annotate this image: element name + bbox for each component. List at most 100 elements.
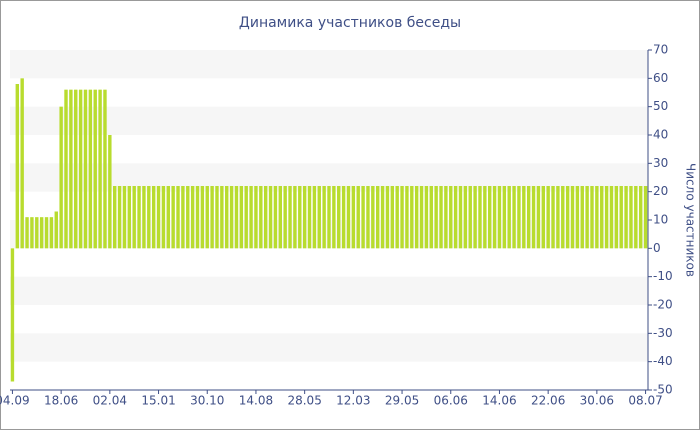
x-tick-label: 06.06: [434, 394, 468, 408]
bar: [74, 89, 78, 249]
bar: [405, 186, 409, 249]
y-tick-label: 70: [653, 43, 668, 57]
bar: [517, 186, 521, 249]
bar: [200, 186, 205, 249]
y-tick-label: 20: [653, 184, 668, 198]
bar: [273, 186, 278, 249]
bar: [302, 186, 307, 249]
bar: [458, 186, 463, 249]
bar: [327, 186, 331, 249]
bar: [166, 186, 170, 249]
bar: [25, 217, 29, 249]
bar: [268, 186, 273, 249]
bar: [585, 186, 589, 249]
bar: [565, 186, 570, 249]
bar: [263, 186, 268, 249]
bar: [205, 186, 209, 249]
bar: [561, 186, 565, 249]
x-tick-label: 30.10: [190, 394, 224, 408]
bar: [44, 217, 49, 249]
x-tick-label: 29.05: [385, 394, 419, 408]
bar: [341, 186, 346, 249]
bar: [468, 186, 472, 249]
bar: [229, 186, 234, 249]
bar: [244, 186, 248, 249]
bar: [380, 186, 385, 249]
bar: [488, 186, 492, 249]
bar: [98, 89, 102, 249]
bar: [346, 186, 351, 249]
bar: [512, 186, 516, 249]
bar: [103, 89, 107, 249]
bar: [186, 186, 190, 249]
x-tick-label: 04.09: [0, 394, 30, 408]
bar: [113, 186, 117, 249]
bar: [332, 186, 336, 249]
grid-band: [10, 333, 648, 362]
bar: [59, 106, 63, 249]
bar: [507, 186, 511, 249]
bar: [259, 186, 263, 249]
x-tick-label: 28.05: [287, 394, 321, 408]
bar: [531, 186, 536, 249]
y-tick-label: 60: [653, 71, 668, 85]
bar: [108, 135, 112, 249]
bar: [54, 211, 58, 249]
bar: [161, 186, 166, 249]
bar: [453, 186, 458, 249]
bar: [414, 186, 419, 249]
bar: [283, 186, 287, 249]
bar: [580, 186, 584, 249]
bar: [410, 186, 414, 249]
grid-band: [10, 50, 648, 79]
bar: [366, 186, 370, 249]
bar: [307, 186, 312, 249]
y-tick-label: 50: [653, 99, 668, 113]
x-tick-label: 18.06: [44, 394, 78, 408]
grid-band: [10, 106, 648, 135]
bar: [351, 186, 356, 249]
bar: [215, 186, 219, 249]
bar: [356, 186, 360, 249]
bar: [93, 89, 97, 249]
y-tick-label: -40: [653, 354, 673, 368]
bar: [15, 84, 20, 249]
bar: [142, 186, 146, 249]
bar: [629, 186, 633, 249]
y-axis-label: Число участников: [684, 163, 698, 277]
x-tick-label: 15.01: [141, 394, 175, 408]
bar: [10, 248, 15, 382]
bar: [249, 186, 253, 249]
bar: [39, 217, 44, 249]
bar: [634, 186, 638, 249]
bar: [546, 186, 550, 249]
bar: [570, 186, 575, 249]
x-tick-label: 30.06: [580, 394, 614, 408]
bar: [337, 186, 341, 249]
x-tick-label: 08.07: [628, 394, 662, 408]
bar: [473, 186, 477, 249]
bar: [522, 186, 526, 249]
bar: [526, 186, 531, 249]
bar: [147, 186, 151, 249]
bar: [35, 217, 39, 249]
bar: [278, 186, 283, 249]
bar: [400, 186, 404, 249]
bar: [20, 78, 24, 249]
bar: [64, 89, 68, 249]
bar: [171, 186, 175, 249]
bar: [210, 186, 214, 249]
y-tick-label: -50: [653, 383, 673, 397]
bar: [234, 186, 239, 249]
bar: [385, 186, 390, 249]
bar: [483, 186, 487, 249]
bar: [604, 186, 609, 249]
bar: [600, 186, 604, 249]
x-tick-label: 14.08: [239, 394, 273, 408]
y-tick-label: 0: [653, 241, 661, 255]
bar: [122, 186, 127, 249]
bar: [638, 186, 643, 249]
bar: [619, 186, 623, 249]
y-tick-label: 40: [653, 128, 668, 142]
grid-band: [10, 276, 648, 305]
